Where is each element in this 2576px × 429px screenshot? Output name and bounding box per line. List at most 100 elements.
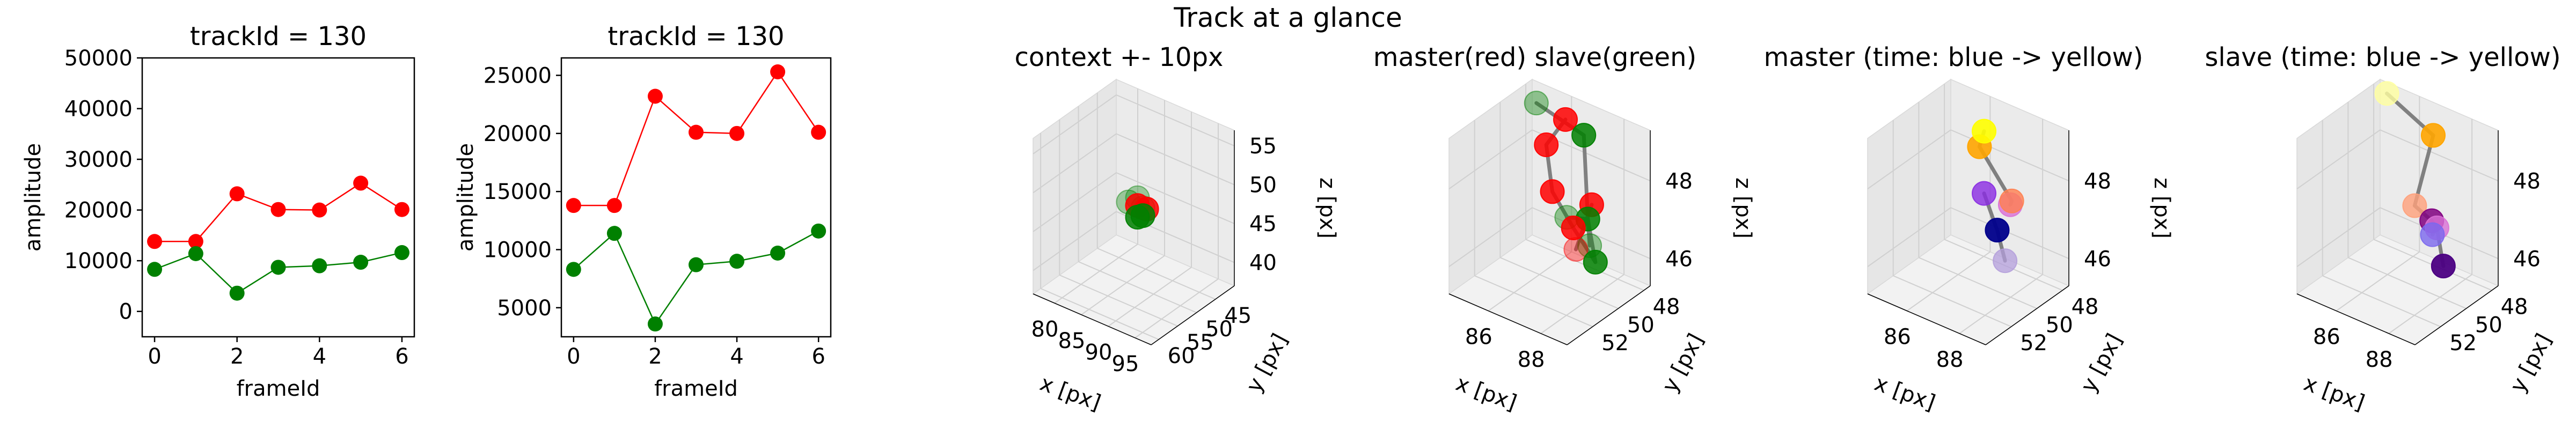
y-tick-label: 10000 — [484, 238, 552, 263]
scatter-point — [1561, 215, 1586, 240]
x-tick-label: 0 — [567, 344, 580, 369]
grid-line — [1893, 275, 2012, 328]
scatter-point — [2374, 81, 2399, 106]
y-axis-label: y [px] — [2505, 330, 2556, 397]
grid-line — [2296, 129, 2381, 190]
grid-line — [1033, 211, 1117, 271]
z-tick-label: 46 — [2513, 247, 2541, 271]
chart-title: trackId = 130 — [190, 21, 367, 51]
chart-title: slave (time: blue -> yellow) — [2205, 42, 2560, 72]
y-axis-label: y [px] — [1657, 330, 1708, 397]
x-tick-label: 88 — [2366, 347, 2393, 372]
y-axis-label: amplitude — [21, 143, 46, 252]
x-tick-label: 95 — [1112, 352, 1139, 376]
data-point — [566, 198, 581, 213]
x-tick-label: 0 — [148, 344, 161, 369]
scatter-point — [2420, 222, 2445, 247]
z-tick-label: 55 — [1249, 134, 1277, 159]
grid-line — [1116, 172, 1235, 224]
y-tick-label: 50000 — [64, 46, 133, 71]
y-tick-label: 48 — [1653, 294, 1680, 319]
scatter-point — [1985, 218, 2010, 243]
y-tick-label: 30000 — [64, 147, 133, 172]
axis-line — [1985, 285, 2069, 345]
z-axis-label: z [px] — [1731, 177, 1755, 239]
scatter-point — [1571, 123, 1597, 148]
data-point — [689, 124, 704, 140]
x-tick-label: 88 — [1518, 347, 1545, 372]
axis-line — [2414, 285, 2499, 345]
data-point — [811, 223, 826, 239]
scatter-point — [1125, 205, 1150, 230]
grid-line — [2296, 207, 2381, 268]
x-tick-label: 86 — [2313, 325, 2340, 350]
chart-title: master (time: blue -> yellow) — [1764, 42, 2143, 72]
x-tick-label: 6 — [395, 344, 408, 369]
scatter-point — [1972, 119, 1997, 144]
grid-line — [1950, 207, 2069, 260]
y-tick-label: 25000 — [484, 64, 552, 88]
x-tick-label: 88 — [1936, 347, 1964, 372]
y-tick-label: 45 — [1224, 304, 1252, 328]
data-point — [729, 125, 745, 141]
x-axis-label: frameId — [237, 376, 320, 401]
scatter-point — [1993, 248, 2018, 273]
plot-frame — [141, 57, 415, 338]
scatter-point — [1553, 107, 1578, 132]
x-tick-label: 86 — [1884, 325, 1911, 350]
x-tick-label: 80 — [1031, 317, 1059, 342]
y-tick-label: 48 — [2072, 294, 2099, 319]
line-chart-2: 0 2 4 6 5000 10000 15000 20000 25000 trackId = 13… — [453, 21, 832, 401]
x-tick-label: 2 — [648, 344, 662, 369]
y-tick-label: 50 — [1205, 317, 1233, 342]
grid-line — [2388, 274, 2472, 334]
y-tick-label: 5000 — [497, 296, 552, 321]
scatter-point — [2431, 254, 2456, 279]
x-tick-label: 6 — [811, 344, 825, 369]
grid-line — [2336, 251, 2420, 312]
x-axis-label: frameId — [654, 376, 738, 401]
data-point — [312, 258, 327, 273]
chart-title: context +- 10px — [1015, 42, 1224, 72]
z-tick-label: 50 — [1249, 173, 1277, 198]
y-tick-label: 50 — [2046, 313, 2073, 337]
grid-line — [1116, 94, 1235, 146]
y-tick-label: 52 — [1601, 331, 1629, 356]
grid-line — [1474, 275, 1593, 328]
grid-line — [1918, 257, 2037, 309]
grid-line — [1135, 278, 1219, 338]
grid-line — [1116, 133, 1235, 186]
scatter-point — [2402, 193, 2427, 218]
data-point — [606, 198, 622, 213]
data-point — [811, 124, 826, 140]
y-axis-label: y [px] — [2076, 330, 2127, 397]
data-point — [689, 257, 704, 272]
x-tick-label: 85 — [1058, 329, 1086, 353]
x-axis-label: x [px] — [1453, 371, 1520, 416]
y-tick-label: 20000 — [64, 198, 133, 223]
grid-line — [1867, 129, 1951, 190]
y-tick-label: 50 — [1627, 313, 1655, 337]
figure-title: Track at a glance — [1173, 2, 1402, 33]
x-tick-label: 4 — [313, 344, 326, 369]
grid-line — [1488, 251, 1572, 312]
data-point — [270, 202, 286, 217]
y-tick-label: 48 — [2501, 294, 2528, 319]
side-pane — [1448, 78, 1533, 295]
y-tick-label: 50 — [2475, 313, 2502, 337]
data-point — [188, 246, 203, 261]
y-axis-label: y [px] — [1241, 330, 1292, 397]
data-point — [729, 254, 745, 269]
data-point — [353, 255, 369, 270]
data-point — [770, 246, 786, 261]
data-point — [647, 88, 663, 104]
data-point — [188, 234, 203, 249]
grid-line — [1033, 172, 1117, 232]
grid-line — [1033, 94, 1117, 154]
data-point — [147, 234, 163, 249]
z-tick-label: 48 — [2084, 169, 2111, 194]
grid-line — [1108, 267, 1192, 327]
axis-line — [1567, 285, 1651, 345]
